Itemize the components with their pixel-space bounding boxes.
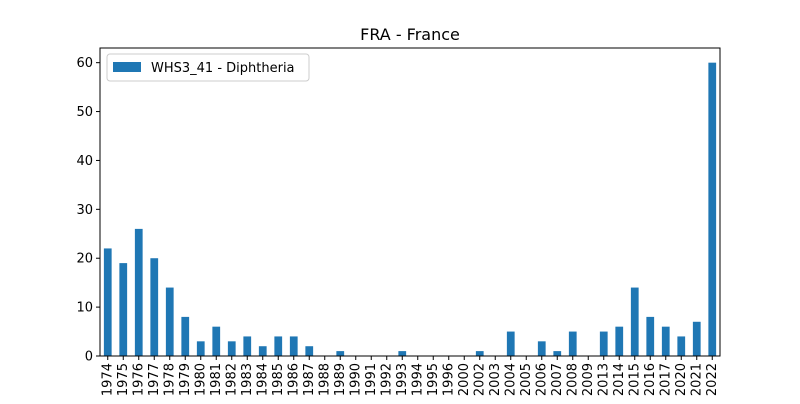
x-tick-label: 1995 xyxy=(426,363,441,396)
bar-1976 xyxy=(134,228,143,356)
x-tick-label: 2015 xyxy=(627,363,642,396)
x-tick-label: 1987 xyxy=(302,363,317,396)
x-tick-label: 2017 xyxy=(658,363,673,396)
bar-1985 xyxy=(274,336,283,356)
bar-2016 xyxy=(646,316,655,356)
y-tick-label: 0 xyxy=(85,350,93,365)
x-tick-label: 1976 xyxy=(131,363,146,396)
x-tick-label: 2020 xyxy=(674,363,689,396)
y-tick-label: 50 xyxy=(76,105,93,120)
legend: WHS3_41 - Diphtheria xyxy=(106,53,310,82)
x-tick-label: 1990 xyxy=(348,363,363,396)
y-tick-label: 30 xyxy=(76,203,93,218)
bar-2017 xyxy=(661,326,670,356)
x-tick-label: 1984 xyxy=(255,363,270,396)
x-tick-label: 2008 xyxy=(565,363,580,396)
x-tick-label: 1981 xyxy=(209,363,224,396)
bar-1978 xyxy=(165,287,174,356)
bar-1989 xyxy=(336,351,345,356)
bar-2014 xyxy=(615,326,624,356)
x-tick-label: 1992 xyxy=(379,363,394,396)
x-tick-label: 1988 xyxy=(317,363,332,396)
legend-frame xyxy=(106,53,310,82)
x-tick-label: 2004 xyxy=(503,363,518,396)
x-tick-label: 1982 xyxy=(224,363,239,396)
x-tick-label: 1978 xyxy=(162,363,177,396)
x-tick-label: 1986 xyxy=(286,363,301,396)
x-tick-label: 2009 xyxy=(581,363,596,396)
x-tick-label: 1991 xyxy=(364,363,379,396)
bars-layer xyxy=(103,62,717,357)
bar-1987 xyxy=(305,346,314,356)
bar-2020 xyxy=(677,336,686,356)
x-tick-label: 1979 xyxy=(178,363,193,396)
bar-1981 xyxy=(212,326,221,356)
x-tick-label: 1983 xyxy=(240,363,255,396)
bar-1984 xyxy=(258,346,267,356)
legend-label: WHS3_41 - Diphtheria xyxy=(151,61,295,76)
x-tick-label: 2014 xyxy=(612,363,627,396)
y-tick-label: 40 xyxy=(76,154,93,169)
plot-frame xyxy=(99,47,721,357)
x-tick-label: 2005 xyxy=(519,363,534,396)
bar-2022 xyxy=(708,62,717,357)
bar-1977 xyxy=(150,258,159,356)
x-tick-label: 1975 xyxy=(116,363,131,396)
x-tick-label: 2022 xyxy=(705,363,720,396)
bar-1980 xyxy=(196,341,205,356)
x-tick-label: 2021 xyxy=(689,363,704,396)
legend-swatch xyxy=(113,62,141,72)
x-tick-label: 2003 xyxy=(488,363,503,396)
x-tick-label: 1974 xyxy=(100,363,115,396)
y-tick-label: 60 xyxy=(76,56,93,71)
bar-2015 xyxy=(630,287,639,356)
bar-2004 xyxy=(506,331,515,356)
y-tick-label: 20 xyxy=(76,252,93,267)
x-tick-label: 1989 xyxy=(333,363,348,396)
x-tick-label: 2013 xyxy=(596,363,611,396)
bar-2008 xyxy=(568,331,577,356)
bar-2013 xyxy=(599,331,608,356)
x-tick-label: 2006 xyxy=(534,363,549,396)
x-tick-label: 1996 xyxy=(441,363,456,396)
x-tick-label: 2007 xyxy=(550,363,565,396)
x-tick-label: 1985 xyxy=(271,363,286,396)
x-tick-label: 1994 xyxy=(410,363,425,396)
bar-1975 xyxy=(119,263,128,356)
x-tick-label: 2000 xyxy=(457,363,472,396)
x-tick-label: 1980 xyxy=(193,363,208,396)
x-tick-label: 2002 xyxy=(472,363,487,396)
bar-1974 xyxy=(103,248,112,356)
x-tick-label: 1977 xyxy=(147,363,162,396)
bar-2006 xyxy=(537,341,546,356)
x-tick-label: 1993 xyxy=(395,363,410,396)
bar-2021 xyxy=(692,321,701,356)
x-tick-label: 2016 xyxy=(643,363,658,396)
bar-2007 xyxy=(553,351,562,356)
bar-1983 xyxy=(243,336,252,356)
chart-title: FRA - France xyxy=(360,25,460,44)
bar-1986 xyxy=(289,336,298,356)
bar-1979 xyxy=(181,316,190,356)
bar-1993 xyxy=(398,351,407,356)
y-tick-label: 10 xyxy=(76,301,93,316)
bar-1982 xyxy=(227,341,236,356)
bar-2002 xyxy=(475,351,484,356)
